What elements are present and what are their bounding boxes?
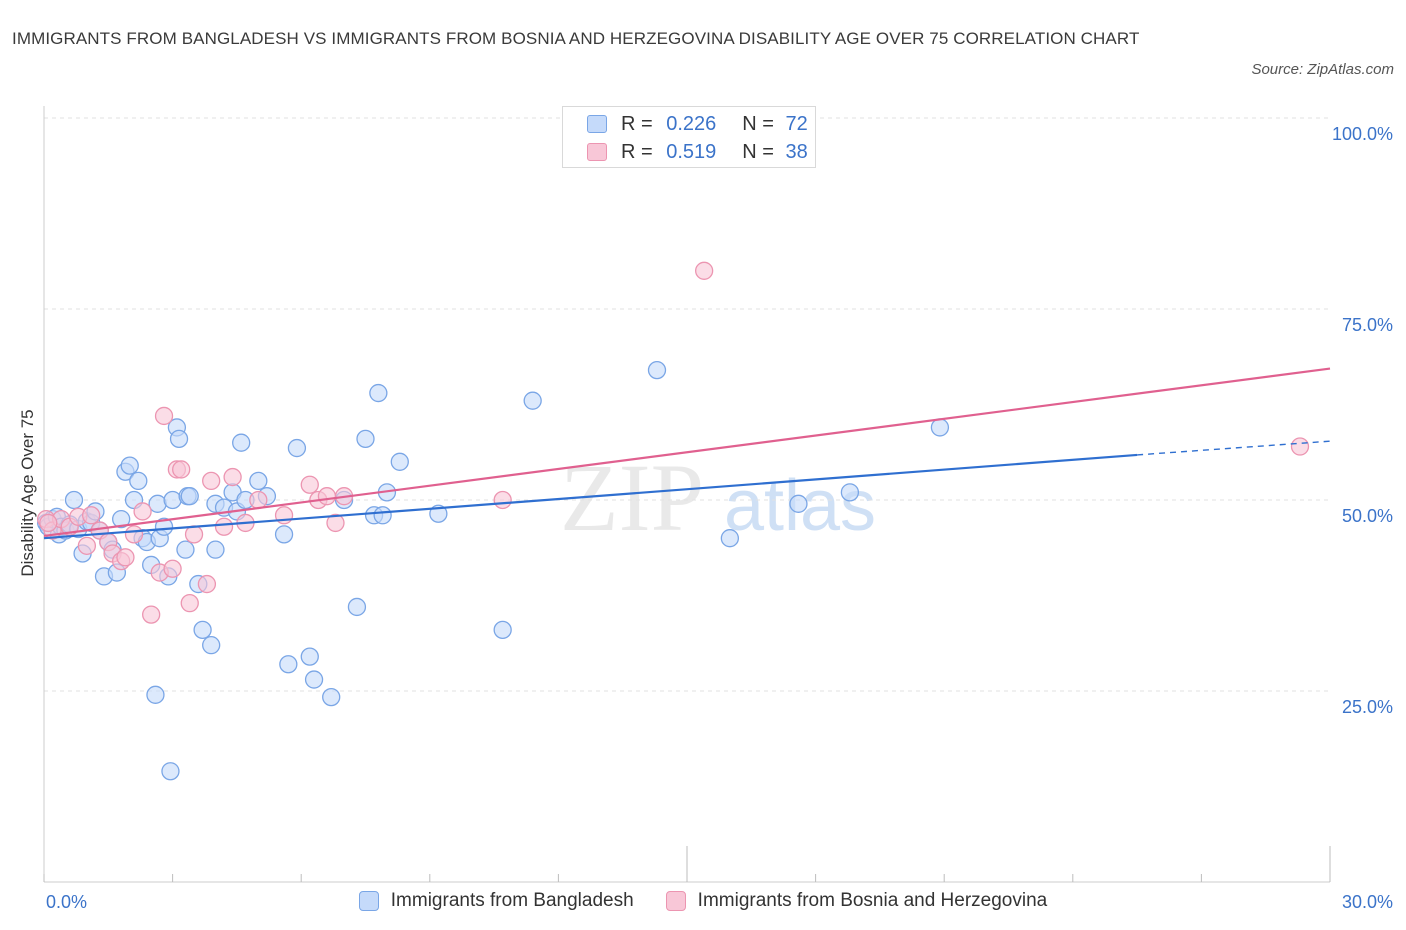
bosnia-point: [214, 517, 234, 536]
bangladesh-point: [206, 540, 225, 559]
legend-swatch-pink: [587, 143, 607, 161]
bosnia-point: [180, 593, 199, 613]
bangladesh-point: [322, 687, 341, 707]
legend-swatch-blue: [587, 115, 607, 133]
bosnia-point: [300, 475, 319, 494]
bangladesh-point: [193, 620, 212, 640]
bosnia-point: [163, 559, 182, 578]
bangladesh-point: [163, 490, 182, 510]
legend-item-bosnia: Immigrants from Bosnia and Herzegovina: [665, 890, 1048, 912]
bangladesh-point: [176, 540, 195, 559]
gridlines: [44, 117, 1330, 692]
bangladesh-point: [279, 655, 298, 674]
bangladesh-point: [304, 670, 324, 689]
y-tick-label: 100.0%: [1332, 124, 1393, 144]
bangladesh-trend-line: [43, 453, 1138, 540]
bosnia-point: [493, 490, 512, 510]
bosnia-point: [694, 261, 714, 280]
y-tick-label: 25.0%: [1342, 697, 1393, 717]
y-tick-label: 75.0%: [1342, 315, 1393, 335]
y-axis-label: Disability Age Over 75: [18, 409, 37, 577]
trend-lines: [43, 367, 1331, 540]
bangladesh-point: [720, 529, 740, 548]
bangladesh-point: [523, 391, 542, 410]
bangladesh-point: [300, 647, 319, 666]
bangladesh-point: [112, 509, 131, 529]
bangladesh-point: [249, 471, 268, 491]
bosnia-point: [39, 513, 58, 533]
bosnia-point: [133, 502, 152, 521]
bosnia-point: [223, 467, 242, 487]
bangladesh-point: [493, 620, 512, 640]
bangladesh-point: [274, 525, 294, 544]
legend-swatch-blue: [358, 891, 379, 911]
bosnia-point: [154, 406, 174, 426]
legend-r-label: R =: [621, 140, 653, 163]
stats-legend: R = 0.226 N = 72 R = 0.519 N = 38: [562, 106, 816, 168]
bangladesh-point: [789, 494, 808, 513]
bangladesh-point: [930, 418, 950, 437]
legend-row-bangladesh: R = 0.226 N = 72: [587, 111, 808, 137]
bangladesh-point: [373, 506, 392, 525]
bangladesh-point: [390, 452, 409, 471]
bosnia-point: [184, 525, 204, 544]
bangladesh-point: [647, 360, 667, 380]
y-tick-label: 50.0%: [1342, 506, 1393, 526]
bosnia-point: [249, 490, 268, 510]
bosnia-point: [197, 574, 217, 594]
bosnia-point: [116, 548, 135, 567]
bangladesh-point: [129, 471, 148, 491]
x-tick-label-max: 30.0%: [1342, 892, 1393, 912]
x-tick-label-min: 0.0%: [46, 892, 87, 912]
series-legend: Immigrants from Bangladesh Immigrants fr…: [0, 886, 1406, 916]
legend-r-label: R =: [621, 112, 653, 135]
tick-labels: 25.0% 50.0% 75.0% 100.0% 0.0% 30.0%: [46, 124, 1393, 912]
bangladesh-point: [347, 597, 367, 617]
chart-title: IMMIGRANTS FROM BANGLADESH VS IMMIGRANTS…: [12, 29, 1140, 48]
legend-item-bangladesh: Immigrants from Bangladesh: [358, 890, 634, 912]
bangladesh-point: [369, 383, 388, 403]
bosnia-point: [1290, 437, 1310, 456]
legend-row-bosnia: R = 0.519 N = 38: [587, 139, 808, 165]
bangladesh-point: [232, 433, 251, 452]
bosnia-point: [202, 471, 221, 491]
legend-n-label: N =: [742, 140, 774, 163]
bosnia-point: [326, 513, 345, 533]
bosnia-point: [124, 525, 144, 544]
axes: [43, 106, 1331, 883]
source-label: Source: ZipAtlas.com: [1251, 61, 1394, 78]
bangladesh-point: [161, 762, 180, 781]
bosnia-point: [82, 506, 101, 525]
legend-series-name: Immigrants from Bosnia and Herzegovina: [697, 890, 1048, 911]
bangladesh-point: [287, 438, 307, 458]
bangladesh-point: [202, 636, 221, 655]
bangladesh-point: [64, 490, 84, 510]
bosnia-point: [142, 605, 161, 624]
bangladesh-point: [148, 494, 167, 513]
bangladesh-point: [146, 685, 165, 704]
legend-r-value: 0.519: [666, 140, 717, 163]
legend-series-name: Immigrants from Bangladesh: [390, 890, 634, 911]
legend-n-value: 38: [785, 140, 808, 163]
bangladesh-point: [356, 429, 375, 449]
legend-n-value: 72: [785, 112, 808, 135]
bangladesh-point: [169, 429, 189, 449]
bangladesh-point: [120, 456, 139, 475]
bosnia-point: [172, 460, 191, 479]
legend-swatch-pink: [665, 891, 686, 911]
bangladesh-point: [840, 483, 860, 502]
legend-r-value: 0.226: [666, 112, 717, 135]
bosnia-point: [77, 536, 97, 555]
bangladesh-point: [180, 487, 199, 506]
bangladesh-point: [154, 517, 174, 536]
bosnia-point: [317, 487, 337, 506]
legend-n-label: N =: [742, 112, 774, 135]
bosnia-trend-line: [43, 367, 1331, 537]
